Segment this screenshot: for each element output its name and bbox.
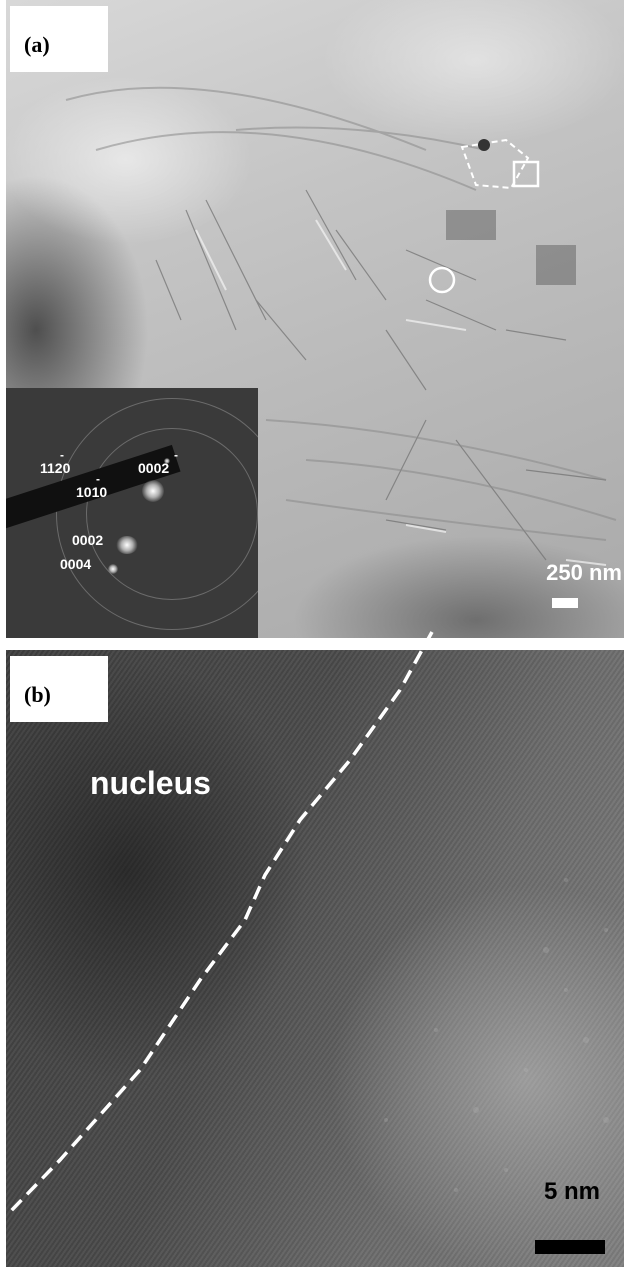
panel-b-label: (b)	[10, 656, 108, 722]
scale-bar-label-b: 5 nm	[543, 1178, 600, 1205]
scale-bar-b	[535, 1240, 605, 1254]
selected-area-circle	[428, 266, 456, 294]
diffraction-spot	[142, 480, 164, 502]
panel-b-texture	[384, 878, 609, 1192]
micrograph-panel-a: (a) - 1120 - 1010 - 0002 0002 0004 250 n…	[6, 0, 624, 638]
nucleus-boundary-line	[8, 631, 434, 1214]
diffraction-spot	[116, 536, 138, 554]
index-1120: - 1120	[40, 448, 71, 476]
index-1010: - 1010	[76, 472, 108, 500]
panel-a-texture	[65, 86, 617, 566]
nucleus-label: nucleus	[90, 765, 211, 801]
index-0004: 0004	[60, 556, 92, 572]
particle-marker	[478, 139, 490, 151]
panel-a-annotations	[428, 138, 540, 294]
index-0002-bottom: 0002	[72, 532, 104, 548]
index-0002-top: - 0002	[138, 448, 178, 476]
panel-a-label: (a)	[10, 6, 108, 72]
scale-bar-a	[552, 598, 578, 608]
diffraction-pattern-inset: - 1120 - 1010 - 0002 0002 0004	[6, 388, 258, 638]
diffraction-spot	[164, 458, 170, 464]
micrograph-panel-b	[6, 650, 624, 1267]
scale-bar-label-a: 250 nm	[546, 560, 622, 585]
dashed-region-outline	[460, 138, 530, 190]
diffraction-ring	[86, 428, 258, 600]
selected-area-square	[512, 160, 540, 188]
diffraction-spot	[108, 564, 118, 574]
